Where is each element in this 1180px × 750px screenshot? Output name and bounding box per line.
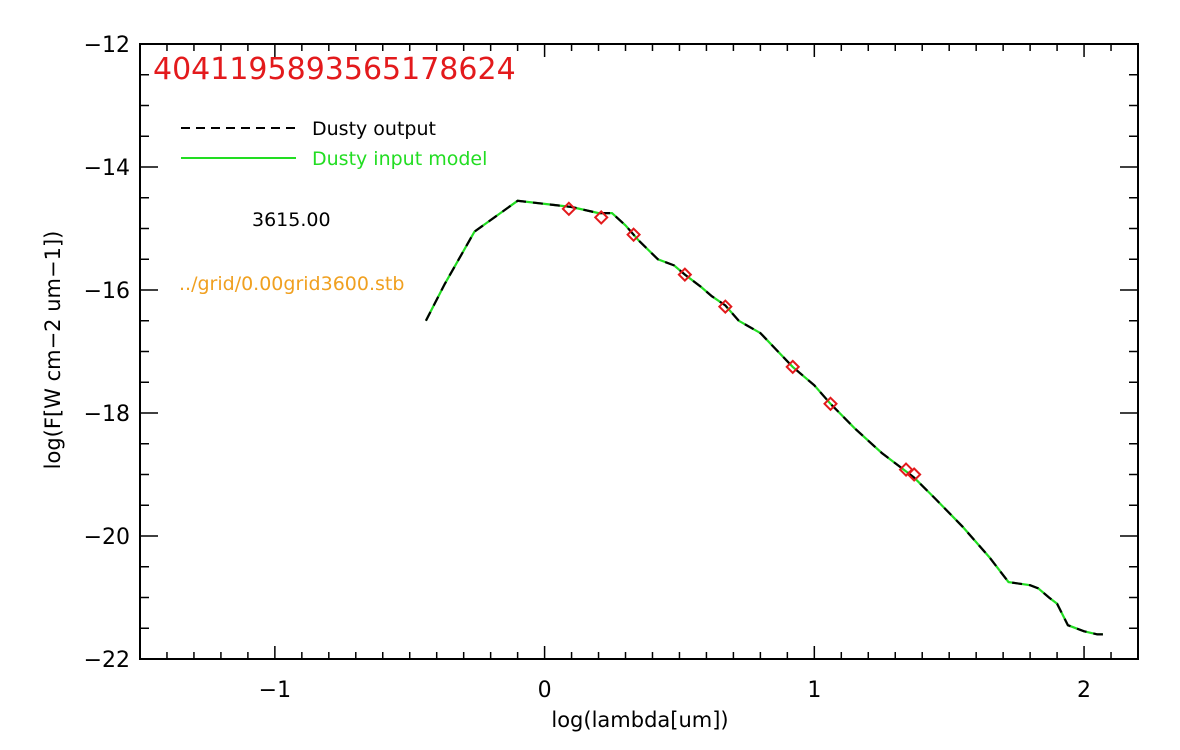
photometry-point [823, 396, 838, 412]
series-line-dusty-input-model [424, 199, 1103, 636]
x-tick-label: 1 [807, 678, 821, 703]
x-tick-label: −1 [259, 678, 291, 703]
temperature-annotation: 3615.00 [252, 209, 331, 231]
y-tick-label: −18 [84, 402, 130, 427]
photometry-point [626, 227, 642, 243]
legend-label-dusty-input-model: Dusty input model [312, 148, 487, 170]
x-tick-label: 0 [538, 678, 552, 703]
photometry-point [593, 210, 609, 225]
legend: Dusty output Dusty input model [181, 118, 487, 170]
legend-label-dusty-output: Dusty output [312, 118, 436, 140]
y-axis-title: log(F[W cm−2 um−1]) [41, 231, 65, 470]
plot-frame [139, 43, 1139, 660]
photometry-points [561, 201, 922, 482]
tick-marks [139, 43, 1139, 660]
y-tick-label: −22 [84, 648, 130, 673]
photometry-point [717, 299, 733, 315]
grid-file-annotation: ../grid/0.00grid3600.stb [179, 273, 404, 295]
y-tick-label: −20 [84, 525, 130, 550]
series-line-dusty-output [424, 199, 1103, 636]
y-tick-label: −14 [84, 156, 130, 181]
series-lines [424, 199, 1103, 636]
y-tick-label: −12 [84, 33, 130, 58]
photometry-point [785, 359, 801, 375]
photometry-point [898, 462, 914, 477]
photometry-point [677, 267, 693, 283]
plot-title: 404119589356517862​4 [153, 52, 516, 87]
photometry-point [906, 467, 922, 482]
y-tick-label: −16 [84, 279, 130, 304]
tick-labels: −1 0 1 2 −22 −20 −18 −16 −14 −12 [84, 33, 1091, 703]
x-axis-title: log(lambda[um]) [551, 708, 728, 732]
x-tick-label: 2 [1077, 678, 1091, 703]
photometry-point [561, 201, 577, 217]
